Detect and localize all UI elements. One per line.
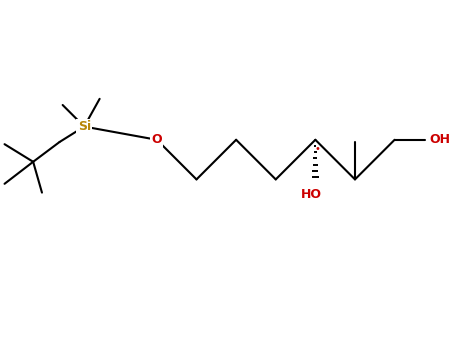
Text: O: O <box>152 133 162 146</box>
Text: OH: OH <box>430 133 451 146</box>
Text: Si: Si <box>78 120 91 133</box>
Text: •: • <box>314 144 320 154</box>
Text: HO: HO <box>300 188 322 201</box>
